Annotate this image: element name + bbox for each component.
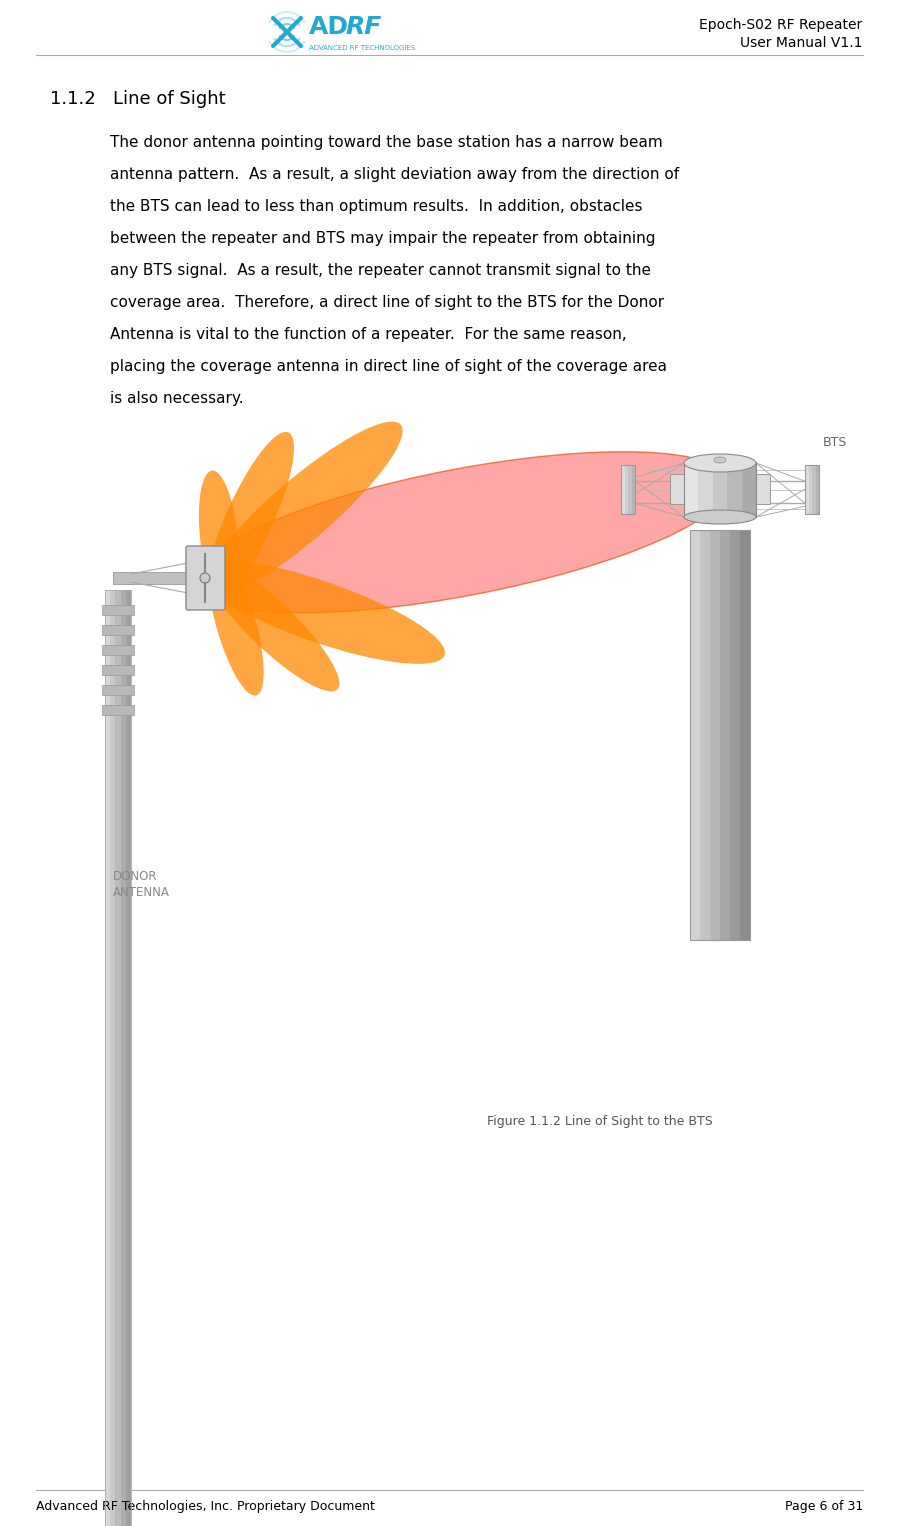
Ellipse shape (208, 551, 263, 696)
Bar (120, 591, 126, 1526)
Ellipse shape (714, 456, 726, 462)
Ellipse shape (195, 452, 730, 613)
Text: is also necessary.: is also necessary. (110, 391, 244, 406)
Text: Page 6 of 31: Page 6 of 31 (785, 1500, 863, 1512)
Text: the BTS can lead to less than optimum results.  In addition, obstacles: the BTS can lead to less than optimum re… (110, 198, 643, 214)
Bar (102, 626, 134, 635)
Ellipse shape (200, 421, 403, 600)
Text: antenna pattern.  As a result, a slight deviation away from the direction of: antenna pattern. As a result, a slight d… (110, 166, 679, 182)
Text: Epoch-S02 RF Repeater: Epoch-S02 RF Repeater (699, 18, 862, 32)
Text: 1.1.2   Line of Sight: 1.1.2 Line of Sight (50, 90, 226, 108)
Bar (756, 475, 770, 504)
Bar (625, 464, 628, 514)
Bar (102, 685, 134, 694)
Bar (699, 462, 713, 517)
Bar (690, 530, 750, 940)
Text: BTS: BTS (823, 436, 848, 450)
Bar (690, 530, 700, 940)
Bar (710, 530, 720, 940)
Bar (105, 591, 131, 1526)
Ellipse shape (206, 432, 294, 604)
Bar (700, 530, 710, 940)
Bar (720, 530, 730, 940)
Bar (628, 464, 631, 514)
Bar (102, 665, 134, 674)
Ellipse shape (684, 455, 756, 472)
Ellipse shape (199, 470, 238, 601)
Bar (105, 591, 111, 1526)
Text: RF: RF (345, 15, 381, 40)
Bar (102, 645, 134, 655)
Bar (102, 705, 134, 716)
Bar (805, 464, 808, 514)
Bar (631, 464, 635, 514)
Circle shape (200, 572, 210, 583)
Bar (670, 475, 684, 504)
Bar (742, 462, 756, 517)
Ellipse shape (684, 510, 756, 523)
Bar (727, 462, 742, 517)
Bar (621, 464, 625, 514)
Bar (126, 591, 131, 1526)
Bar (713, 462, 727, 517)
Bar (684, 462, 699, 517)
Ellipse shape (196, 560, 445, 664)
Text: Figure 1.1.2 Line of Sight to the BTS: Figure 1.1.2 Line of Sight to the BTS (487, 1116, 713, 1128)
Bar (621, 464, 635, 514)
Text: AD: AD (309, 15, 349, 40)
Bar (730, 530, 740, 940)
Text: The donor antenna pointing toward the base station has a narrow beam: The donor antenna pointing toward the ba… (110, 134, 663, 150)
Text: User Manual V1.1: User Manual V1.1 (740, 37, 862, 50)
FancyBboxPatch shape (186, 546, 225, 610)
Bar (812, 464, 815, 514)
Text: placing the coverage antenna in direct line of sight of the coverage area: placing the coverage antenna in direct l… (110, 359, 667, 374)
Bar (113, 572, 188, 584)
Bar (805, 464, 819, 514)
Bar (815, 464, 819, 514)
Ellipse shape (200, 557, 339, 691)
Bar (684, 462, 756, 517)
Bar (102, 604, 134, 615)
Bar (111, 591, 115, 1526)
Text: Advanced RF Technologies, Inc. Proprietary Document: Advanced RF Technologies, Inc. Proprieta… (36, 1500, 375, 1512)
Text: DONOR
ANTENNA: DONOR ANTENNA (113, 870, 170, 899)
Bar (115, 591, 120, 1526)
Bar (808, 464, 812, 514)
Text: Antenna is vital to the function of a repeater.  For the same reason,: Antenna is vital to the function of a re… (110, 327, 627, 342)
Bar (740, 530, 750, 940)
Text: between the repeater and BTS may impair the repeater from obtaining: between the repeater and BTS may impair … (110, 230, 655, 246)
Text: ADVANCED RF TECHNOLOGIES: ADVANCED RF TECHNOLOGIES (309, 44, 415, 50)
Text: any BTS signal.  As a result, the repeater cannot transmit signal to the: any BTS signal. As a result, the repeate… (110, 262, 651, 278)
Text: coverage area.  Therefore, a direct line of sight to the BTS for the Donor: coverage area. Therefore, a direct line … (110, 295, 664, 310)
